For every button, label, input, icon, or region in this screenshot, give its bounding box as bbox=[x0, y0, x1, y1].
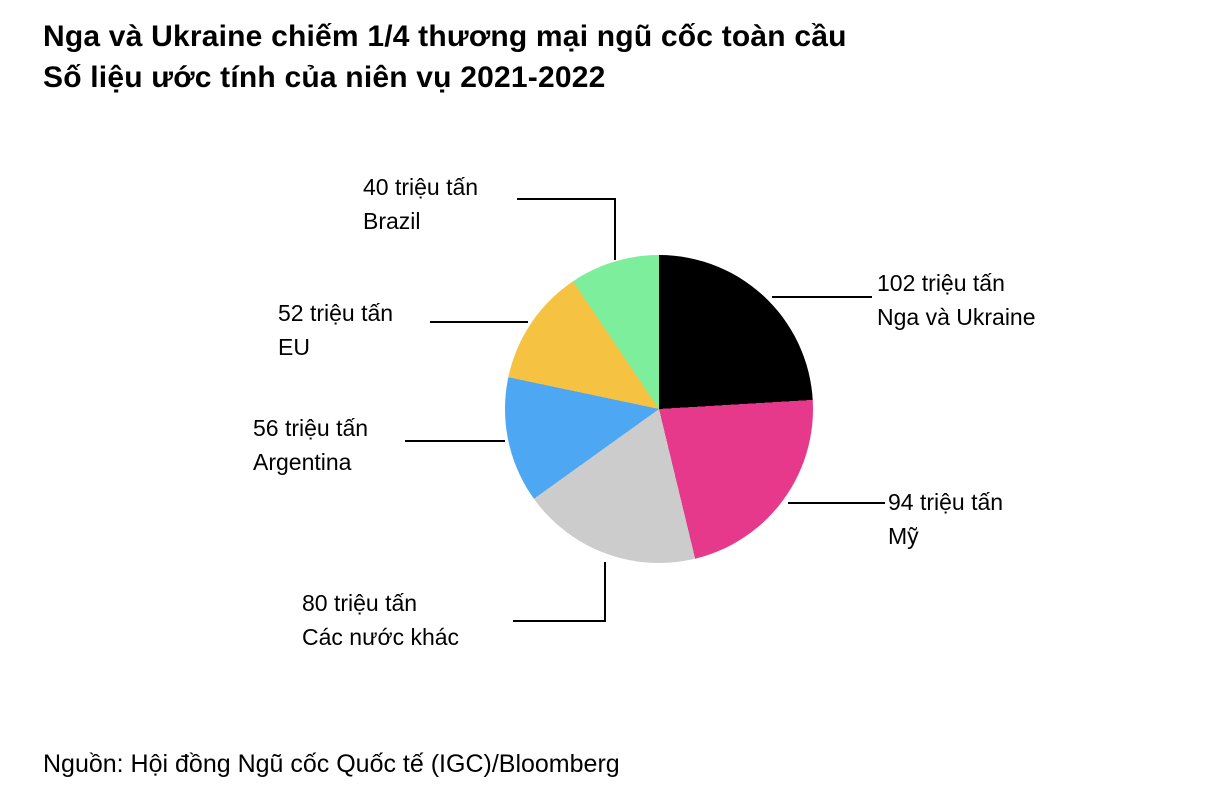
callout-line-argentina bbox=[405, 440, 505, 442]
slice-value: 56 triệu tấn bbox=[253, 415, 369, 441]
slice-value: 94 triệu tấn bbox=[888, 489, 1004, 515]
chart-title-line1: Nga và Ukraine chiếm 1/4 thương mại ngũ … bbox=[43, 20, 847, 53]
slice-name: EU bbox=[278, 334, 310, 360]
chart-title: Nga và Ukraine chiếm 1/4 thương mại ngũ … bbox=[43, 16, 847, 98]
slice-name: Nga và Ukraine bbox=[877, 304, 1036, 330]
callout-line-nga-ukraine bbox=[772, 296, 872, 298]
slice-name: Mỹ bbox=[888, 523, 919, 549]
slice-label-my: 94 triệu tấn Mỹ bbox=[888, 485, 1003, 553]
callout-line-brazil bbox=[517, 198, 616, 260]
slice-value: 40 triệu tấn bbox=[363, 174, 479, 200]
slice-value: 102 triệu tấn bbox=[877, 270, 1005, 296]
slice-label-eu: 52 triệu tấn EU bbox=[278, 296, 393, 364]
slice-label-brazil: 40 triệu tấn Brazil bbox=[363, 170, 478, 238]
callout-line-cac-nuoc-khac bbox=[513, 562, 606, 622]
slice-name: Argentina bbox=[253, 449, 352, 475]
slice-value: 52 triệu tấn bbox=[278, 300, 394, 326]
slice-label-cac-nuoc-khac: 80 triệu tấn Các nước khác bbox=[302, 586, 459, 654]
slice-value: 80 triệu tấn bbox=[302, 590, 418, 616]
chart-title-line2: Số liệu ước tính của niên vụ 2021-2022 bbox=[43, 61, 606, 94]
slice-label-nga-ukraine: 102 triệu tấn Nga và Ukraine bbox=[877, 266, 1036, 334]
pie bbox=[505, 255, 813, 563]
slice-label-argentina: 56 triệu tấn Argentina bbox=[253, 411, 368, 479]
source-credit: Nguồn: Hội đồng Ngũ cốc Quốc tế (IGC)/Bl… bbox=[43, 750, 620, 778]
callout-line-my bbox=[788, 502, 885, 504]
callout-line-eu bbox=[430, 321, 528, 323]
slice-name: Brazil bbox=[363, 208, 421, 234]
slice-name: Các nước khác bbox=[302, 624, 460, 650]
